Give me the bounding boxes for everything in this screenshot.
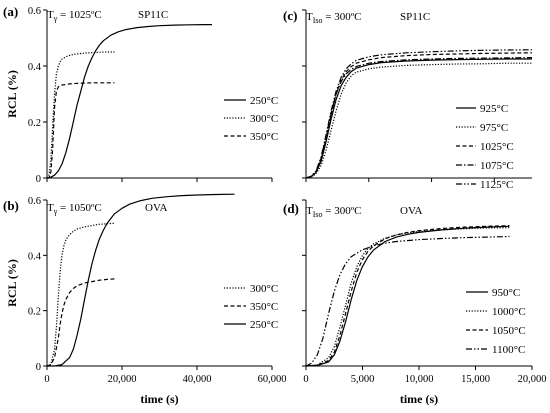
x-tick-label: 0 xyxy=(303,374,308,385)
condition-value: = 300ºC xyxy=(323,205,362,217)
series-line xyxy=(46,51,115,179)
legend-label: 350°C xyxy=(250,131,278,143)
condition-subscript: γ xyxy=(53,14,58,23)
panel-letter: (c) xyxy=(283,8,297,23)
legend-label: 1025°C xyxy=(480,141,514,153)
legend-label: 1075°C xyxy=(480,160,514,172)
condition-subscript: γ xyxy=(53,207,58,216)
x-axis-title: time (s) xyxy=(140,392,178,406)
condition-symbol: T xyxy=(306,205,313,217)
x-tick-label: 40,000 xyxy=(183,374,212,385)
condition-tag: SP11C xyxy=(138,9,168,21)
series-line xyxy=(305,225,510,367)
condition-symbol: T xyxy=(47,202,54,214)
condition-symbol: T xyxy=(306,11,313,23)
condition-label: Tγ = 1050ºC xyxy=(47,202,102,216)
chart-panel-4: 0 5,000 10,000 15,000 20,000 950°C 1000°C 1050°… xyxy=(283,199,547,406)
x-tick-label: 60,000 xyxy=(258,374,287,385)
chart-panel-2: 0 0.2 0.4 0.6 0 20,000 40,000 60,000 300°C 350°C 2… xyxy=(3,193,287,406)
y-tick-label: 0.4 xyxy=(28,251,42,262)
legend-label: 300°C xyxy=(250,283,278,295)
legend-label: 975°C xyxy=(480,122,508,134)
legend-label: 1050°C xyxy=(492,325,526,337)
legend-label: 350°C xyxy=(250,301,278,313)
series-line xyxy=(305,49,533,179)
condition-value: = 300ºC xyxy=(323,11,362,23)
series-line xyxy=(47,193,235,367)
legend-label: 250°C xyxy=(250,95,278,107)
y-tick-label: 0.6 xyxy=(28,6,41,17)
x-tick-label: 5,000 xyxy=(351,374,375,385)
x-tick-label: 15,000 xyxy=(461,374,490,385)
x-tick-label: 10,000 xyxy=(405,374,434,385)
condition-label: TIso = 300ºC xyxy=(306,205,361,219)
series-line xyxy=(46,222,115,367)
legend-label: 250°C xyxy=(250,319,278,331)
panel-letter: (b) xyxy=(3,198,19,213)
condition-subscript: Iso xyxy=(313,16,323,25)
legend-label: 950°C xyxy=(492,287,520,299)
series-line xyxy=(305,58,532,179)
y-tick-label: 0 xyxy=(36,174,41,185)
chart-panel-1: 0 0.2 0.4 0.6 250°C 300°C 350°C (a) Tγ = 1025ºC S… xyxy=(3,4,278,185)
series-line xyxy=(305,227,510,367)
series-line xyxy=(46,278,115,367)
legend-label: 1100°C xyxy=(492,344,525,356)
series-line xyxy=(305,57,533,179)
legend-label: 925°C xyxy=(480,103,508,115)
x-axis-title: time (s) xyxy=(400,392,438,406)
x-tick-label: 20,000 xyxy=(518,374,547,385)
legend-label: 1125°C xyxy=(480,179,513,191)
panel-letter: (d) xyxy=(283,201,299,216)
legend-label: 1000°C xyxy=(492,306,526,318)
condition-value: = 1025ºC xyxy=(57,9,101,21)
panel-letter: (a) xyxy=(3,4,18,19)
x-tick-label: 0 xyxy=(44,374,49,385)
condition-label: TIso = 300ºC xyxy=(306,11,361,25)
condition-tag: SP11C xyxy=(400,11,430,23)
y-tick-label: 0.4 xyxy=(28,62,42,73)
condition-tag: OVA xyxy=(400,205,422,217)
x-tick-label: 20,000 xyxy=(108,374,137,385)
y-axis-title: RCL (%) xyxy=(5,259,19,307)
condition-tag: OVA xyxy=(145,202,167,214)
y-tick-label: 0.6 xyxy=(28,196,41,207)
condition-value: = 1050ºC xyxy=(57,202,101,214)
series-line xyxy=(305,52,533,179)
legend-label: 300°C xyxy=(250,113,278,125)
condition-label: Tγ = 1025ºC xyxy=(47,9,102,23)
y-tick-label: 0.2 xyxy=(28,307,41,318)
series-line xyxy=(46,24,212,179)
y-tick-label: 0.2 xyxy=(28,118,41,129)
chart-panel-3: 925°C 975°C 1025°C 1075°C 1125°C (c) TIso = 30… xyxy=(283,8,533,191)
series-line xyxy=(47,82,115,179)
series-line xyxy=(305,235,510,367)
condition-symbol: T xyxy=(47,9,54,21)
condition-subscript: Iso xyxy=(313,210,323,219)
y-tick-label: 0 xyxy=(36,362,41,373)
y-axis-title: RCL (%) xyxy=(5,70,19,118)
